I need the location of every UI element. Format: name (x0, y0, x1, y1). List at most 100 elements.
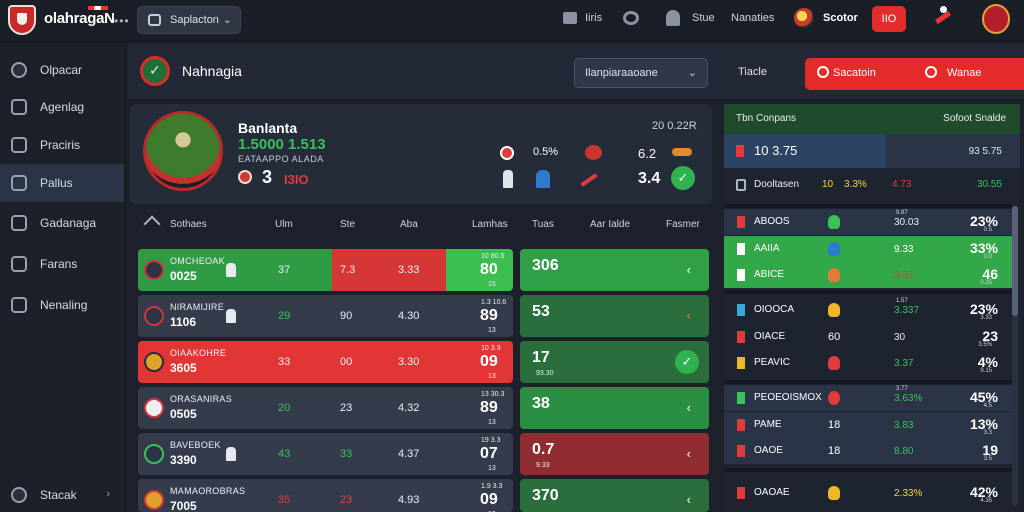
divider (724, 468, 1012, 472)
user-icon[interactable] (666, 10, 680, 26)
table-row[interactable]: MAMAOROBRAS 7005 35 23 4.93 1.9 3.3 09 1… (138, 479, 513, 512)
sidebar-item-2[interactable]: Agenlag (0, 88, 124, 126)
chevron-left-icon[interactable]: ‹ (686, 308, 691, 323)
item-mid: 3.37 (894, 358, 914, 369)
chevron-left-icon[interactable]: ‹ (686, 446, 691, 461)
stat-cell: 23 (340, 402, 353, 414)
list-item[interactable]: PEAVIC 3.37 4% 9.15 (724, 350, 1012, 376)
check-icon[interactable]: ✓ (675, 350, 699, 374)
monitor-icon (148, 14, 161, 26)
item-mid: 3.337 (894, 305, 920, 316)
item-small: 0.25 (980, 280, 992, 286)
featured-subtitle: EATAAPPO ALADA (238, 154, 324, 164)
odds-pill[interactable]: 53 ‹ (520, 295, 709, 337)
badge-icon (828, 486, 840, 500)
list-item[interactable]: OAOAE 2.33% 42% 4.35 (724, 480, 1012, 506)
player-icon[interactable] (932, 6, 954, 32)
column-header[interactable]: Ste (340, 219, 356, 230)
item-big: 42% (969, 484, 998, 500)
team-name: MAMAOROBRAS (170, 486, 246, 496)
compass-icon (11, 62, 27, 78)
team-ball-icon[interactable] (794, 8, 814, 28)
sidebar-item-5[interactable]: Gadanaga (0, 204, 124, 242)
table-row[interactable]: NIRAMIJIRE 1106 29 90 4.30 1.3 10.6 89 1… (138, 295, 513, 337)
tv-icon[interactable] (563, 12, 577, 24)
item-big: 23 (982, 328, 998, 344)
column-header[interactable]: Sothaes (170, 219, 207, 230)
table-row[interactable]: OIAAKOHRE 3605 33 00 3.30 10 3.3 09 13 (138, 341, 513, 383)
item-mid: 3.63% (894, 393, 923, 404)
list-item[interactable]: AAIIA 9.33 33% 0.0 (724, 236, 1012, 262)
sidebar-item-7[interactable]: Nenaling (0, 286, 124, 324)
topbar-link-1[interactable]: Iiris (585, 12, 603, 24)
sidebar-item-6[interactable]: Farans (0, 245, 124, 283)
stat-small: 19 3.3 (481, 437, 501, 444)
table-row[interactable]: OMCHEOAK 0025 37 7.3 3.33 10 80.5 80 15 (138, 249, 513, 291)
list-item[interactable]: ABOOS 9.87 30.03 23% 0.5 (724, 209, 1012, 235)
player-icon (226, 309, 236, 323)
header-action-label-2[interactable]: Wanae (947, 67, 982, 79)
more-menu-button[interactable]: ••• (114, 14, 130, 28)
right-panel-scrollbar[interactable] (1012, 206, 1018, 506)
right-panel-link[interactable]: Sofoot Snalde (943, 113, 1006, 124)
flag-icon (737, 392, 745, 404)
column-header[interactable]: Tuas (532, 219, 554, 230)
column-header[interactable]: Fasmer (666, 219, 700, 230)
sidebar-item-1[interactable]: Olpacar (0, 51, 124, 89)
odds-pill[interactable]: 17 93.30 ✓ (520, 341, 709, 383)
chevron-left-icon[interactable]: ‹ (686, 262, 691, 277)
live-button[interactable]: IIO (872, 6, 906, 32)
odds-pill[interactable]: 38 ‹ (520, 387, 709, 429)
column-header[interactable]: Lamhas (472, 219, 508, 230)
column-header[interactable]: Aar Ialde (590, 219, 631, 230)
list-item[interactable]: OAOE 18 8.80 19 3.5 (724, 438, 1012, 464)
table-header: Sothaes Ulm Ste Aba Lamhas Tuas Aar Iald… (130, 210, 712, 240)
item-mid: 8.80 (894, 446, 914, 457)
club-crest-avatar[interactable] (982, 4, 1010, 34)
list-item[interactable]: PEOEOISMOX 3.77 3.63% 45% 4.5 (724, 385, 1012, 411)
header-action-label-1[interactable]: Sacatoin (833, 67, 876, 79)
topbar-link-2[interactable]: Stue (692, 12, 715, 24)
list-item[interactable]: OIOOCA 1.57 3.337 23% 3.33 (724, 297, 1012, 323)
table-row[interactable]: ORASANIRAS 0505 20 23 4.32 13 30.3 89 13 (138, 387, 513, 429)
sidebar-item-3[interactable]: Praciris (0, 126, 124, 164)
odds-value: 0.7 (532, 441, 555, 458)
sidebar-item-4[interactable]: Pallus (0, 164, 124, 202)
column-header[interactable]: Aba (400, 219, 418, 230)
featured-match-card[interactable]: Banlanta 1.5000 1.513 EATAAPPO ALADA 3 I… (130, 104, 712, 204)
column-header[interactable]: Ulm (275, 219, 293, 230)
top-select-dropdown[interactable]: Saplacton ⌄ (137, 6, 241, 34)
team-code: 1106 (170, 315, 197, 329)
item-small: 4.5 (983, 403, 992, 409)
chevron-left-icon[interactable]: ‹ (686, 400, 691, 415)
chevron-left-icon[interactable]: ‹ (686, 492, 691, 507)
check-button[interactable]: ✓ (671, 166, 695, 190)
topbar-link-3[interactable]: Nanaties (731, 12, 775, 24)
header-link[interactable]: Tiacle (738, 66, 767, 78)
flag-icon (737, 269, 745, 281)
brand-name[interactable]: olahragaN (44, 10, 115, 27)
stat-big: 09 (480, 491, 498, 508)
team-b-icon (585, 145, 602, 160)
eye-icon[interactable] (623, 11, 639, 25)
sidebar-footer-item[interactable]: Stacak › (0, 476, 124, 512)
table-row[interactable]: BAVEBOEK 3390 43 33 4.37 19 3.3 07 13 (138, 433, 513, 475)
brand-shield-logo[interactable] (8, 5, 36, 35)
list-item[interactable]: OIACE 60 30 23 3.5% (724, 324, 1012, 350)
odds-pill[interactable]: 306 ‹ (520, 249, 709, 291)
right-panel-filter[interactable]: Dooltasen 10 3.3% 4.73 30.55 (724, 172, 1020, 200)
list-item[interactable]: ABICE 3.37 46 0.25 (724, 262, 1012, 288)
list-item[interactable]: PAME 18 3.83 13% 3.3 (724, 412, 1012, 438)
header-action-bar[interactable]: Sacatoin Wanae ⌄ (805, 58, 1024, 90)
item-name: PEAVIC (754, 357, 790, 368)
stat-small: 13 30.3 (481, 391, 505, 398)
team-name: OIAAKOHRE (170, 348, 227, 358)
user-label[interactable]: Scotor (823, 12, 858, 24)
divider (724, 380, 1012, 384)
odds-pill[interactable]: 370 ‹ (520, 479, 709, 512)
badge-icon (828, 215, 840, 229)
team-code: 3605 (170, 361, 197, 375)
odds-pill[interactable]: 0.7 9.33 ‹ (520, 433, 709, 475)
badge-icon (828, 303, 840, 317)
league-select[interactable]: Ilanpiaraaoane ⌄ (574, 58, 708, 88)
